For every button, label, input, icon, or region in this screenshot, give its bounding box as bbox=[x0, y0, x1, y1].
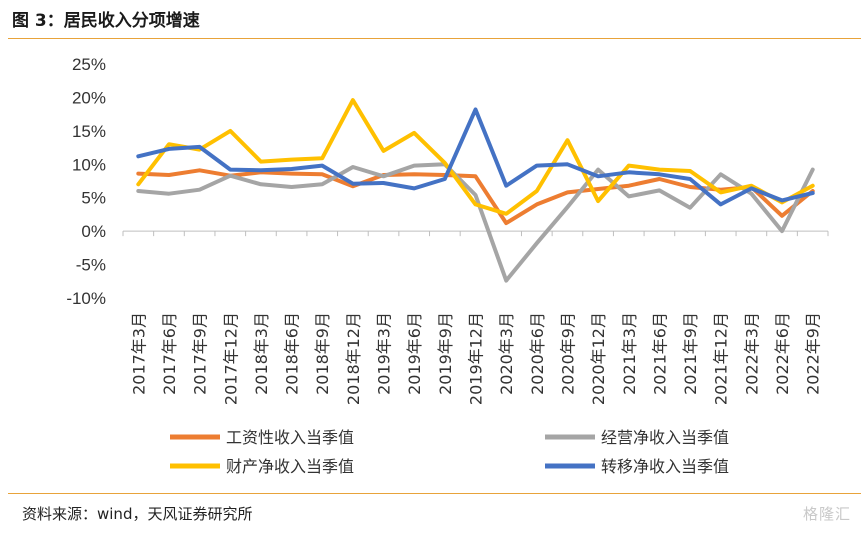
x-tick-label: 2017年12月 bbox=[221, 312, 240, 405]
x-tick-label: 2019年6月 bbox=[405, 312, 424, 395]
x-tick-label: 2018年12月 bbox=[344, 312, 363, 405]
top-rule bbox=[8, 38, 861, 39]
x-tick-label: 2019年9月 bbox=[436, 312, 455, 395]
y-tick-label: 25% bbox=[72, 55, 106, 74]
x-tick-label: 2018年6月 bbox=[283, 312, 302, 395]
watermark-logo: 格隆汇 bbox=[802, 505, 851, 523]
y-tick-label: -10% bbox=[66, 289, 106, 308]
series-line-4 bbox=[136, 107, 815, 207]
y-tick-label: 10% bbox=[72, 155, 106, 174]
x-tick-label: 2022年3月 bbox=[742, 312, 761, 395]
legend-label: 转移净收入当季值 bbox=[601, 457, 729, 476]
y-tick-label: 5% bbox=[81, 189, 106, 208]
x-tick-label: 2021年12月 bbox=[712, 312, 731, 405]
x-tick-label: 2017年3月 bbox=[129, 312, 148, 395]
x-tick-label: 2020年12月 bbox=[589, 312, 608, 405]
plot-area bbox=[136, 98, 815, 283]
x-tick-label: 2017年9月 bbox=[191, 312, 210, 395]
x-tick-label: 2021年9月 bbox=[681, 312, 700, 395]
series-line-2 bbox=[136, 162, 815, 283]
source-note: 资料来源：wind，天风证券研究所 bbox=[22, 505, 253, 523]
y-tick-label: 20% bbox=[72, 88, 106, 107]
x-tick-label: 2020年9月 bbox=[558, 312, 577, 395]
figure-title: 图 3：居民收入分项增速 bbox=[12, 11, 200, 31]
x-tick-label: 2018年9月 bbox=[313, 312, 332, 395]
y-tick-label: 15% bbox=[72, 122, 106, 141]
series-line-3 bbox=[136, 98, 815, 216]
x-tick-label: 2021年3月 bbox=[620, 312, 639, 395]
x-tick-label: 2020年6月 bbox=[528, 312, 547, 395]
x-axis: 2017年3月 2017年6月 2017年9月 2017年12月 2018年3月 2018… bbox=[122, 230, 829, 405]
x-tick-label: 2018年3月 bbox=[252, 312, 271, 395]
x-tick-label: 2022年9月 bbox=[804, 312, 823, 395]
x-tick-label: 2020年3月 bbox=[497, 312, 516, 395]
legend-label: 财产净收入当季值 bbox=[226, 457, 354, 476]
x-tick-label: 2019年12月 bbox=[467, 312, 486, 405]
y-axis: -10% -5% 0% 5% 10% 15% 20% 25% bbox=[66, 55, 106, 308]
bottom-rule bbox=[8, 493, 861, 494]
x-tick-label: 2021年6月 bbox=[650, 312, 669, 395]
legend-label: 工资性收入当季值 bbox=[226, 428, 354, 447]
y-tick-label: 0% bbox=[81, 222, 106, 241]
x-tick-label: 2019年3月 bbox=[375, 312, 394, 395]
y-tick-label: -5% bbox=[76, 256, 106, 275]
x-tick-label: 2022年6月 bbox=[773, 312, 792, 395]
legend-label: 经营净收入当季值 bbox=[601, 428, 729, 447]
x-tick-label: 2017年6月 bbox=[160, 312, 179, 395]
